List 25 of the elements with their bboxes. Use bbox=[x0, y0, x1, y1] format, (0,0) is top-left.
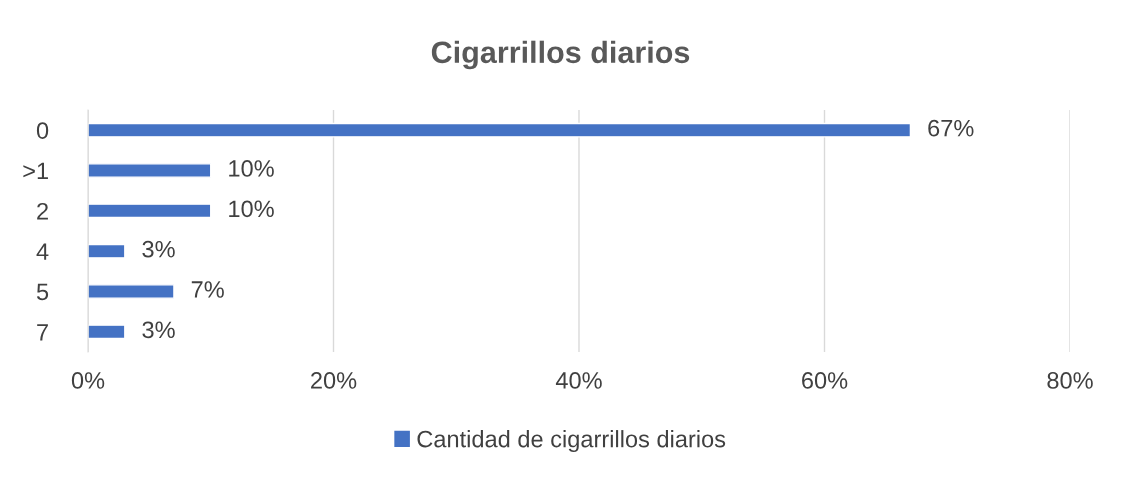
chart-title: Cigarrillos diarios bbox=[431, 40, 690, 70]
bar bbox=[88, 324, 126, 340]
x-tick-label: 0% bbox=[71, 372, 105, 389]
x-tick-label: 40% bbox=[555, 372, 602, 389]
bar bbox=[88, 163, 212, 178]
bar bbox=[88, 122, 912, 138]
text: 7% bbox=[191, 281, 224, 298]
y-tick-label: >1 bbox=[23, 162, 48, 180]
text: 10% bbox=[229, 200, 274, 218]
y-tick-label: 5 bbox=[36, 283, 49, 301]
text: 3% bbox=[142, 321, 175, 339]
text: 67% bbox=[928, 119, 974, 137]
text: 3% bbox=[142, 240, 175, 258]
text: 10% bbox=[229, 160, 274, 177]
bar bbox=[88, 203, 212, 219]
x-tick-label: 80% bbox=[1047, 372, 1093, 389]
y-tick-label: 7 bbox=[37, 324, 48, 341]
legend-label: Cantidad de cigarrillos diarios bbox=[417, 430, 726, 453]
y-tick-label: 2 bbox=[37, 202, 48, 220]
x-tick-label: 20% bbox=[311, 372, 357, 389]
y-tick-label: 4 bbox=[36, 243, 49, 260]
y-tick-label: 0 bbox=[36, 122, 49, 139]
bar bbox=[88, 243, 126, 259]
bar bbox=[88, 284, 175, 299]
x-tick-label: 60% bbox=[802, 372, 848, 389]
